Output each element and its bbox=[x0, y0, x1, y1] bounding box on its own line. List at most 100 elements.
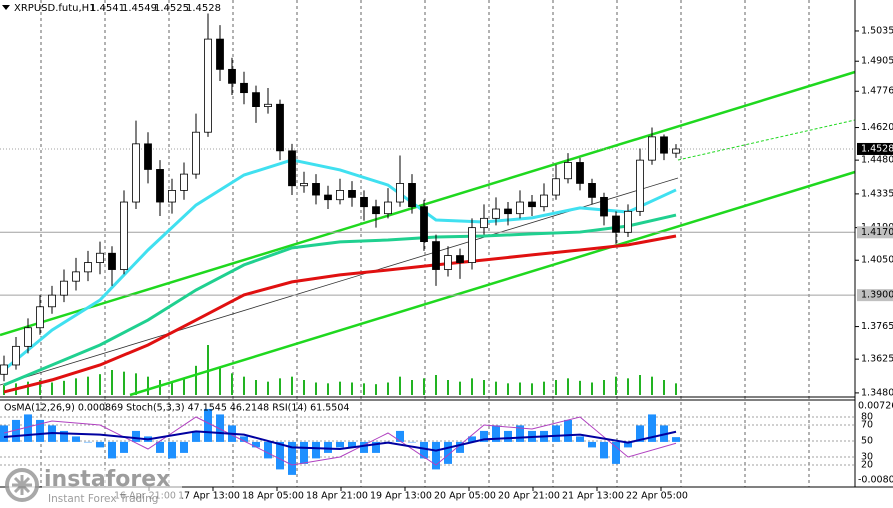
brand: instaforex bbox=[44, 467, 170, 492]
volume-bar bbox=[111, 370, 113, 395]
candle-body bbox=[312, 183, 320, 196]
volume-bar bbox=[291, 376, 293, 395]
candle-body bbox=[528, 201, 536, 208]
candle-body bbox=[240, 82, 248, 94]
volume-bar bbox=[639, 375, 641, 395]
candle-body bbox=[660, 136, 668, 154]
x-tick-label: 20 Apr 21:00 bbox=[498, 491, 560, 502]
volume-bar bbox=[615, 376, 617, 395]
candle-body bbox=[384, 201, 392, 215]
y-tick-label: 1.4905 bbox=[861, 56, 893, 67]
volume-bar bbox=[579, 380, 581, 395]
candle-body bbox=[144, 143, 152, 170]
osma-bar bbox=[84, 441, 92, 443]
candle-body bbox=[372, 206, 380, 215]
candle-body bbox=[588, 183, 596, 198]
candle-body bbox=[108, 252, 116, 270]
y-tick-label: 1.5035 bbox=[861, 25, 893, 36]
osma-bar bbox=[552, 425, 560, 442]
price-tag bbox=[857, 226, 893, 239]
level-label: 50 bbox=[861, 436, 873, 447]
volume-bar bbox=[591, 382, 593, 395]
osma-bar bbox=[420, 441, 428, 459]
volume-bar bbox=[375, 384, 377, 395]
volume-bar bbox=[531, 383, 533, 395]
x-tick-label: 22 Apr 05:00 bbox=[626, 491, 688, 502]
volume-bar bbox=[171, 381, 173, 395]
x-tick-label: 21 Apr 13:00 bbox=[562, 491, 624, 502]
osma-bar bbox=[324, 441, 332, 453]
candle-body bbox=[456, 255, 464, 263]
price-panel bbox=[0, 13, 856, 397]
volume-bar bbox=[471, 378, 473, 395]
osma-bar bbox=[576, 436, 584, 442]
volume-bar bbox=[567, 378, 569, 395]
y-tick-label: 1.3625 bbox=[861, 354, 893, 365]
trend-line bbox=[0, 70, 856, 337]
level-label: 70 bbox=[861, 420, 873, 431]
ohlc: 1.4549 bbox=[122, 3, 157, 14]
moving-average bbox=[3, 213, 677, 387]
volume-bar bbox=[327, 383, 329, 395]
trend-line bbox=[129, 170, 856, 397]
volume-bar bbox=[387, 382, 389, 395]
volume-bar bbox=[51, 382, 53, 395]
volume-bar bbox=[303, 380, 305, 395]
volume-bar bbox=[519, 382, 521, 395]
osma-bar bbox=[192, 430, 200, 442]
indicator-panel bbox=[0, 408, 855, 475]
candle-body bbox=[96, 252, 104, 263]
ohlc: 1.4541 bbox=[90, 3, 125, 14]
price-tag bbox=[857, 142, 893, 155]
volume-bar bbox=[603, 380, 605, 395]
osma-bar bbox=[372, 441, 380, 453]
x-tick-label: 20 Apr 05:00 bbox=[434, 491, 496, 502]
osma-bar bbox=[624, 441, 632, 448]
header: XRPUSD.futu,H1 1.4541 1.4549 1.4525 1.45… bbox=[2, 3, 221, 14]
osma-bar bbox=[612, 441, 620, 464]
volume-bar bbox=[399, 376, 401, 395]
candle-body bbox=[60, 280, 68, 296]
osma-bar bbox=[636, 425, 644, 442]
candle-body bbox=[540, 194, 548, 208]
axes: 1.5035 1.4905 1.4776 1.4620 1.4480 1.4335 1.41… bbox=[114, 25, 893, 502]
osma-bar bbox=[288, 441, 296, 475]
candle-body bbox=[492, 208, 500, 219]
osma-bar bbox=[516, 425, 524, 442]
x-tick-label: 18 Apr 05:00 bbox=[242, 491, 304, 502]
candle-body bbox=[36, 306, 44, 329]
osma-label: -0.00802 bbox=[858, 475, 893, 486]
candle-body bbox=[288, 150, 296, 187]
candle-body bbox=[480, 217, 488, 229]
volume-bar bbox=[447, 380, 449, 395]
level-label: 20 bbox=[861, 460, 873, 471]
volume-bar bbox=[663, 380, 665, 395]
candle-body bbox=[432, 241, 440, 270]
osma-bar bbox=[72, 436, 80, 442]
volume-bar bbox=[123, 371, 125, 395]
osma-bar bbox=[480, 430, 488, 442]
rsi-line bbox=[3, 430, 677, 452]
volume-bar bbox=[255, 380, 257, 395]
osma-bar bbox=[24, 414, 32, 442]
osma-bar bbox=[36, 419, 44, 442]
volume-bar bbox=[435, 375, 437, 395]
volume-bar bbox=[627, 378, 629, 395]
volume-bar bbox=[135, 373, 137, 395]
volume-bar bbox=[675, 383, 677, 395]
candle-body bbox=[564, 162, 572, 180]
candle-body bbox=[276, 103, 284, 152]
osma-bar bbox=[264, 441, 272, 459]
candle-body bbox=[408, 183, 416, 208]
logo-icon bbox=[12, 475, 32, 495]
candle-body bbox=[204, 38, 212, 133]
y-tick-label: 1.3480 bbox=[861, 387, 893, 398]
y-tick-label: 1.4050 bbox=[861, 255, 893, 266]
price-tag-label: 1.4528 bbox=[861, 143, 893, 154]
volume-bar bbox=[195, 365, 197, 395]
candle-body bbox=[360, 196, 368, 208]
candle-body bbox=[84, 262, 92, 273]
osma-bar bbox=[456, 441, 464, 453]
